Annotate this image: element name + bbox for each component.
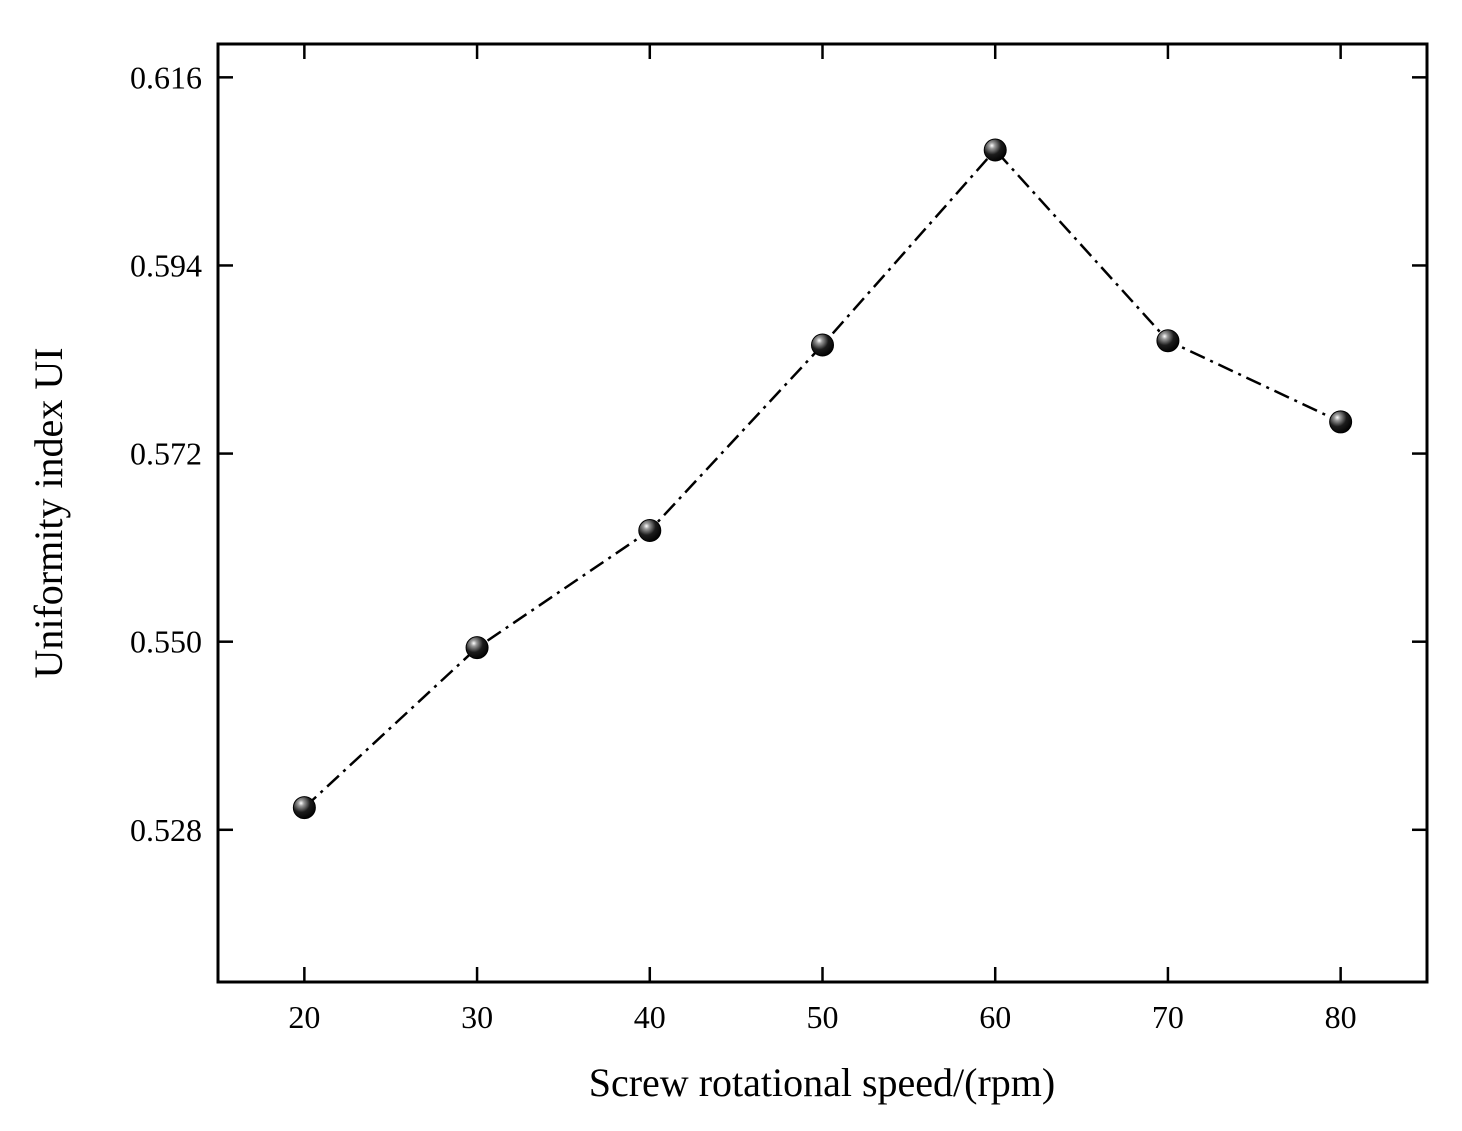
x-axis-title: Screw rotational speed/(rpm) xyxy=(589,1060,1056,1105)
x-tick-label: 30 xyxy=(461,999,493,1035)
x-tick-label: 60 xyxy=(979,999,1011,1035)
y-axis-tick-labels: 0.528 0.550 0.572 0.594 0.616 xyxy=(130,59,202,847)
y-tick-label: 0.572 xyxy=(130,436,202,472)
data-point xyxy=(1329,410,1353,434)
x-tick-label: 20 xyxy=(288,999,320,1035)
y-axis-title: Uniformity index UI xyxy=(26,347,71,678)
y-tick-label: 0.528 xyxy=(130,812,202,848)
data-point xyxy=(465,636,489,660)
x-tick-label: 50 xyxy=(807,999,839,1035)
x-tick-label: 40 xyxy=(634,999,666,1035)
y-tick-label: 0.616 xyxy=(130,59,202,95)
axis-ticks xyxy=(218,44,1427,982)
y-tick-label: 0.594 xyxy=(130,247,202,283)
x-tick-label: 80 xyxy=(1325,999,1357,1035)
plot-area-frame xyxy=(216,42,1429,984)
data-point xyxy=(811,333,834,357)
data-point xyxy=(1156,329,1180,353)
series-line xyxy=(303,148,1342,809)
data-markers xyxy=(292,138,1353,820)
y-tick-label: 0.550 xyxy=(130,624,202,660)
data-point xyxy=(983,138,1007,162)
x-tick-label: 70 xyxy=(1152,999,1184,1035)
x-axis-tick-labels: 20 30 40 50 60 70 80 xyxy=(288,999,1356,1035)
data-point xyxy=(638,519,662,543)
data-point xyxy=(292,796,316,820)
